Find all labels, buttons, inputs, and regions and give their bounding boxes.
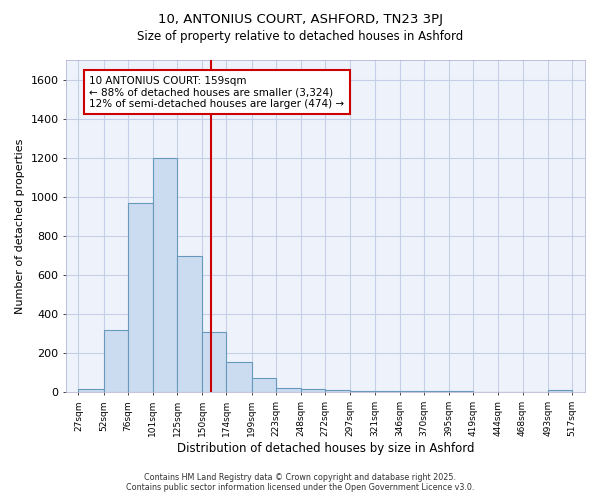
Bar xyxy=(153,158,177,392)
Bar xyxy=(276,388,301,392)
Text: Size of property relative to detached houses in Ashford: Size of property relative to detached ho… xyxy=(137,30,463,43)
Bar xyxy=(177,256,202,392)
Bar xyxy=(128,202,153,392)
Text: 10, ANTONIUS COURT, ASHFORD, TN23 3PJ: 10, ANTONIUS COURT, ASHFORD, TN23 3PJ xyxy=(157,12,443,26)
Bar xyxy=(226,362,251,392)
Bar xyxy=(79,388,104,392)
Bar xyxy=(301,390,325,392)
Bar xyxy=(548,390,572,392)
Text: 10 ANTONIUS COURT: 159sqm
← 88% of detached houses are smaller (3,324)
12% of se: 10 ANTONIUS COURT: 159sqm ← 88% of detac… xyxy=(89,76,344,109)
Text: Contains HM Land Registry data © Crown copyright and database right 2025.
Contai: Contains HM Land Registry data © Crown c… xyxy=(126,473,474,492)
Bar xyxy=(104,330,128,392)
Bar xyxy=(202,332,226,392)
Bar xyxy=(325,390,350,392)
X-axis label: Distribution of detached houses by size in Ashford: Distribution of detached houses by size … xyxy=(177,442,475,455)
Y-axis label: Number of detached properties: Number of detached properties xyxy=(15,138,25,314)
Bar xyxy=(251,378,276,392)
